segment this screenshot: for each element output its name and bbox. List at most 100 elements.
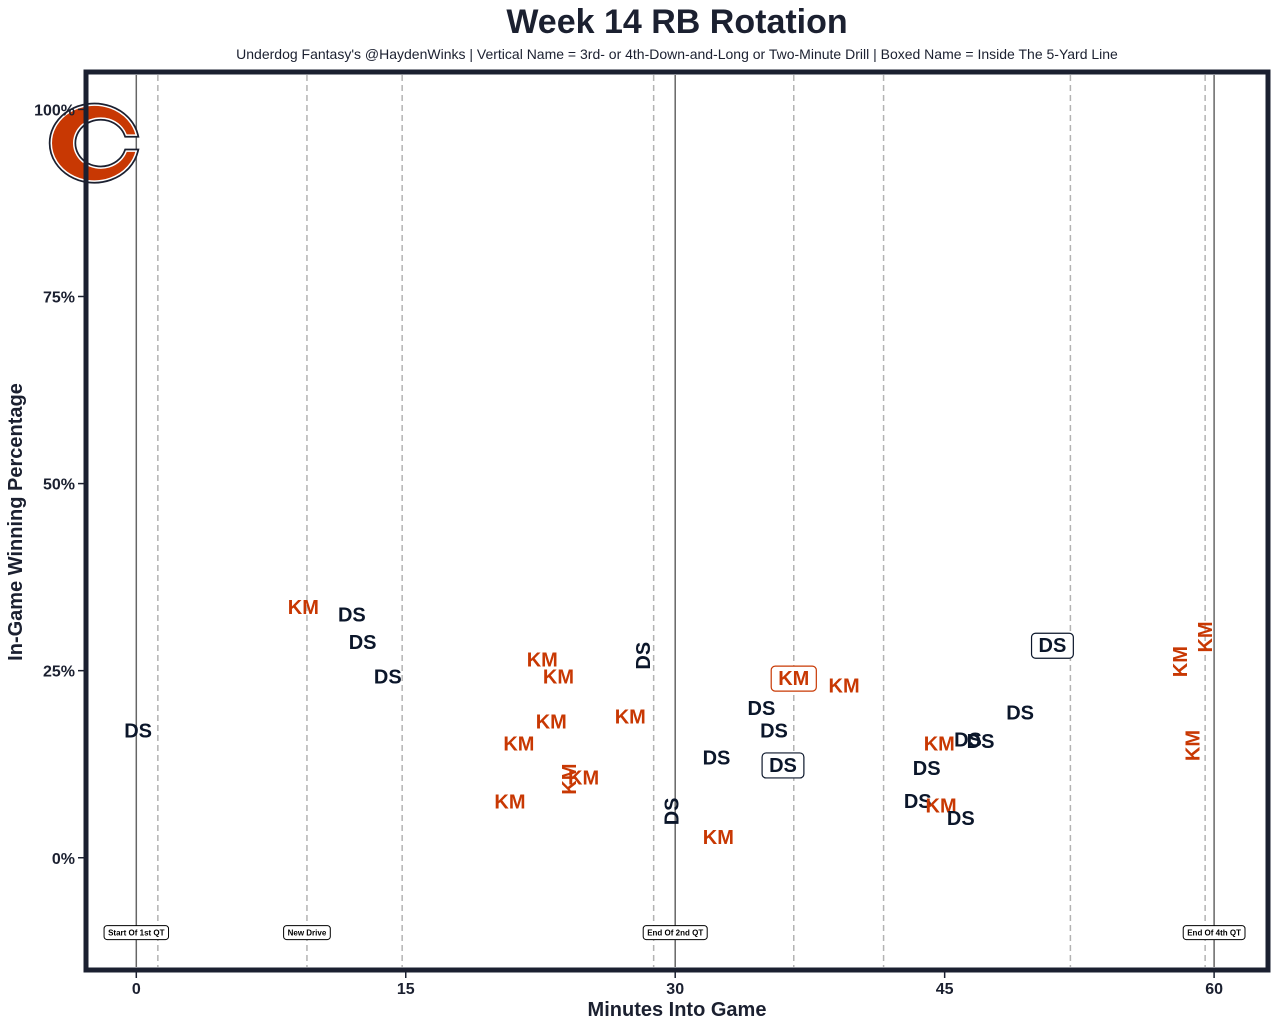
player-marker-ds-normal: DS	[947, 808, 975, 830]
x-tick-label: 15	[397, 981, 415, 998]
player-marker-ds-normal: DS	[748, 698, 776, 720]
y-axis-label: In-Game Winning Percentage	[5, 383, 27, 661]
event-annotation-label: End Of 2nd QT	[647, 929, 703, 938]
player-marker-ds-boxed: DS	[761, 752, 805, 779]
player-marker-label: DS	[1006, 703, 1034, 725]
y-tick-label: 25%	[43, 664, 75, 681]
player-marker-km-normal: KM	[543, 667, 574, 689]
player-marker-ds-normal: DS	[760, 721, 788, 743]
chart-subtitle: Underdog Fantasy's @HaydenWinks | Vertic…	[236, 46, 1118, 62]
event-annotation-label: End Of 4th QT	[1187, 929, 1241, 938]
player-marker-label: KM	[559, 764, 581, 795]
player-marker-label: KM	[494, 792, 525, 814]
player-marker-ds-normal: DS	[703, 747, 731, 769]
player-marker-km-normal: KM	[288, 597, 319, 619]
x-tick-label: 45	[936, 981, 954, 998]
player-marker-km-normal: KM	[494, 792, 525, 814]
player-marker-label: DS	[954, 730, 982, 752]
player-marker-label: KM	[503, 733, 534, 755]
player-marker-km-normal: KM	[926, 795, 957, 817]
player-marker-label: DS	[374, 667, 402, 689]
event-annotation-box	[1182, 925, 1246, 941]
event-annotation-box	[642, 925, 708, 941]
player-marker-km-normal: KM	[829, 676, 860, 698]
player-marker-km-normal: KM	[527, 649, 558, 671]
player-marker-label: KM	[543, 667, 574, 689]
player-marker-box	[770, 665, 817, 692]
player-marker-label: KM	[1195, 621, 1217, 652]
player-marker-label: DS	[703, 747, 731, 769]
player-marker-label: DS	[349, 632, 377, 654]
player-marker-label: DS	[662, 797, 684, 825]
player-marker-label: KM	[924, 733, 955, 755]
x-axis-label: Minutes Into Game	[588, 999, 767, 1021]
player-marker-ds-normal: DS	[349, 632, 377, 654]
player-marker-ds-normal: DS	[967, 731, 995, 753]
player-marker-label: DS	[904, 791, 932, 813]
player-marker-ds-normal: DS	[124, 721, 152, 743]
player-marker-label: DS	[124, 721, 152, 743]
x-tick-label: 30	[666, 981, 684, 998]
player-marker-ds-normal: DS	[338, 605, 366, 627]
player-marker-ds-boxed: DS	[1030, 632, 1074, 659]
y-tick-label: 50%	[43, 477, 75, 494]
player-marker-km-vertical: KM	[559, 764, 581, 795]
event-annotations: Start Of 1st QT New Drive End Of 2nd QT End…	[103, 925, 1246, 941]
player-marker-km-normal: KM	[615, 706, 646, 728]
player-marker-ds-normal: DS	[374, 667, 402, 689]
player-marker-label: KM	[615, 706, 646, 728]
player-marker-km-normal: KM	[568, 768, 599, 790]
x-tick-label: 0	[132, 981, 141, 998]
player-marker-ds-normal: DS	[954, 730, 982, 752]
player-marker-km-normal: KM	[536, 712, 567, 734]
plot-frame	[83, 69, 1271, 973]
player-marker-ds-vertical: DS	[633, 642, 655, 670]
y-tick-label: 75%	[43, 290, 75, 307]
event-annotation: New Drive	[283, 925, 331, 941]
player-marker-ds-normal: DS	[913, 758, 941, 780]
player-marker-label: KM	[288, 597, 319, 619]
player-marker-ds-normal: DS	[1006, 703, 1034, 725]
player-marker-box	[1030, 632, 1074, 659]
event-annotation-box	[103, 925, 170, 941]
player-marker-km-boxed: KM	[770, 665, 817, 692]
player-marker-km-vertical: KM	[1183, 730, 1205, 761]
event-annotation: Start Of 1st QT	[103, 925, 170, 941]
y-tick-label: 100%	[34, 102, 75, 119]
event-annotation-label: Start Of 1st QT	[108, 929, 165, 938]
event-annotation: End Of 4th QT	[1182, 925, 1246, 941]
player-marker-km-normal: KM	[924, 733, 955, 755]
player-marker-ds-vertical: DS	[662, 797, 684, 825]
player-marker-label: DS	[947, 808, 975, 830]
player-marker-box	[761, 752, 805, 779]
player-marker-km-normal: KM	[703, 827, 734, 849]
x-axis-ticks: 0 15 30 45 60	[132, 972, 1223, 998]
player-marker-label: KM	[1170, 646, 1192, 677]
player-marker-label: KM	[778, 668, 809, 690]
team-logo-group	[48, 102, 140, 184]
player-marker-label: DS	[967, 731, 995, 753]
event-annotation: End Of 2nd QT	[642, 925, 708, 941]
player-marker-km-vertical: KM	[1195, 621, 1217, 652]
player-marker-label: DS	[913, 758, 941, 780]
player-marker-label: KM	[703, 827, 734, 849]
bears-c-logo	[48, 102, 140, 184]
player-marker-label: DS	[769, 755, 797, 777]
chart-title: Week 14 RB Rotation	[506, 3, 847, 41]
player-marker-label: KM	[568, 768, 599, 790]
player-marker-label: DS	[338, 605, 366, 627]
player-marker-label: DS	[1039, 635, 1067, 657]
player-marker-label: KM	[1183, 730, 1205, 761]
event-annotation-box	[283, 925, 331, 941]
player-marker-label: KM	[527, 649, 558, 671]
vertical-reference-lines	[135, 75, 1215, 967]
player-marker-label: KM	[926, 795, 957, 817]
y-axis-ticks: 0% 25% 50% 75% 100%	[34, 102, 84, 868]
player-marker-label: DS	[748, 698, 776, 720]
player-marker-km-normal: KM	[503, 733, 534, 755]
player-marker-label: KM	[536, 712, 567, 734]
player-marker-label: DS	[760, 721, 788, 743]
player-marker-ds-normal: DS	[904, 791, 932, 813]
